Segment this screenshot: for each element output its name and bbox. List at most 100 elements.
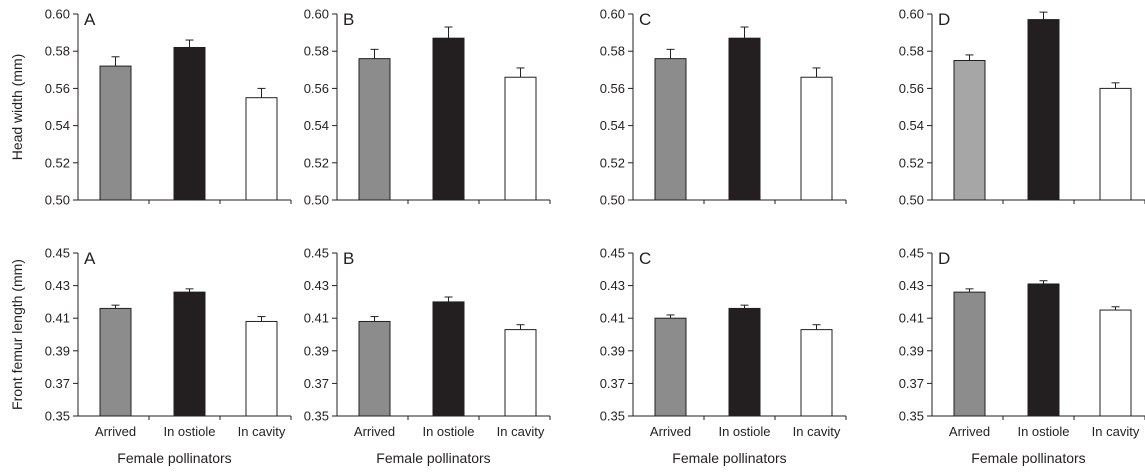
y-tick-label: 0.56: [45, 81, 70, 96]
bar-in-cavity: [1099, 87, 1132, 201]
x-axis-title: Female pollinators: [117, 450, 231, 466]
panel-head-width-A: 0.50 0.52 0.54 0.56 0.58 0.60 A Head width (mm): [9, 7, 292, 208]
y-tick-label: 0.54: [600, 118, 625, 133]
bar-in-cavity: [800, 329, 833, 417]
y-tick-label: 0.35: [304, 409, 329, 424]
category-label: Arrived: [95, 424, 136, 439]
y-tick-label: 0.37: [600, 376, 625, 391]
bar-in-ostiole: [728, 307, 761, 417]
bar-in-ostiole: [1027, 283, 1060, 417]
bar-arrived: [358, 320, 391, 417]
y-tick-label: 0.60: [899, 7, 924, 22]
bar-arrived: [953, 60, 986, 201]
category-label: In cavity: [793, 424, 841, 439]
bar-in-ostiole: [728, 37, 761, 201]
y-tick-label: 0.52: [899, 155, 924, 170]
panel-letter: A: [84, 10, 96, 29]
y-tick-label: 0.45: [45, 246, 70, 261]
bar-arrived: [358, 58, 391, 201]
bar-in-ostiole: [1027, 19, 1060, 201]
category-label: In cavity: [238, 424, 286, 439]
bar-arrived: [654, 317, 687, 417]
x-axis-title: Female pollinators: [376, 450, 490, 466]
y-axis-title: Head width (mm): [9, 54, 25, 161]
y-tick-label: 0.43: [304, 278, 329, 293]
y-tick-label: 0.56: [304, 81, 329, 96]
bar-in-ostiole: [173, 291, 206, 417]
y-tick-label: 0.35: [600, 409, 625, 424]
panel-head-width-B: 0.50 0.52 0.54 0.56 0.58 0.60 B: [304, 7, 551, 208]
y-tick-label: 0.45: [304, 246, 329, 261]
y-tick-label: 0.58: [600, 44, 625, 59]
bar-in-cavity: [245, 97, 278, 201]
panel-letter: D: [938, 249, 950, 268]
panel-letter: A: [84, 249, 96, 268]
y-tick-label: 0.58: [304, 44, 329, 59]
y-tick-label: 0.50: [899, 193, 924, 208]
bar-in-cavity: [245, 320, 278, 417]
category-label: In ostiole: [1017, 424, 1069, 439]
panel-head-width-D: 0.50 0.52 0.54 0.56 0.58 0.60 D: [899, 7, 1145, 208]
y-tick-label: 0.35: [899, 409, 924, 424]
y-tick-label: 0.45: [600, 246, 625, 261]
panel-letter: C: [639, 10, 651, 29]
y-tick-label: 0.52: [304, 155, 329, 170]
category-label: In ostiole: [163, 424, 215, 439]
y-tick-label: 0.45: [899, 246, 924, 261]
x-axis-title: Female pollinators: [672, 450, 786, 466]
y-tick-label: 0.52: [600, 155, 625, 170]
bar-arrived: [99, 307, 132, 417]
y-tick-label: 0.60: [304, 7, 329, 22]
category-label: Arrived: [949, 424, 990, 439]
y-tick-label: 0.56: [899, 81, 924, 96]
y-tick-label: 0.54: [45, 118, 70, 133]
bar-arrived: [99, 65, 132, 201]
y-tick-label: 0.54: [304, 118, 329, 133]
y-tick-label: 0.37: [899, 376, 924, 391]
bar-in-cavity: [800, 76, 833, 201]
panel-front-femur-D: 0.35 0.37 0.39 0.41 0.43 0.45 D Arrived In ostio…: [899, 246, 1145, 466]
bar-in-cavity: [504, 76, 537, 201]
y-tick-label: 0.52: [45, 155, 70, 170]
bar-in-ostiole: [432, 301, 465, 417]
bar-in-ostiole: [173, 46, 206, 201]
bar-arrived: [654, 58, 687, 201]
y-tick-label: 0.58: [45, 44, 70, 59]
y-tick-label: 0.41: [304, 311, 329, 326]
y-tick-label: 0.60: [45, 7, 70, 22]
y-tick-label: 0.39: [899, 343, 924, 358]
y-tick-label: 0.43: [600, 278, 625, 293]
bar-in-cavity: [504, 329, 537, 417]
y-axis-title: Front femur length (mm): [9, 259, 25, 410]
y-tick-label: 0.58: [899, 44, 924, 59]
panel-letter: C: [639, 249, 651, 268]
category-label: In cavity: [497, 424, 545, 439]
category-label: In ostiole: [422, 424, 474, 439]
y-tick-label: 0.43: [45, 278, 70, 293]
category-label: In ostiole: [718, 424, 770, 439]
x-axis-title: Female pollinators: [971, 450, 1085, 466]
y-tick-label: 0.56: [600, 81, 625, 96]
category-label: In cavity: [1092, 424, 1140, 439]
y-tick-label: 0.35: [45, 409, 70, 424]
panel-letter: D: [938, 10, 950, 29]
y-tick-label: 0.60: [600, 7, 625, 22]
category-label: Arrived: [650, 424, 691, 439]
panel-front-femur-C: 0.35 0.37 0.39 0.41 0.43 0.45 C Arrived In ostio…: [600, 246, 847, 466]
y-tick-label: 0.43: [899, 278, 924, 293]
bar-arrived: [953, 291, 986, 417]
bar-in-ostiole: [432, 37, 465, 201]
category-label: Arrived: [354, 424, 395, 439]
y-tick-label: 0.39: [304, 343, 329, 358]
y-tick-label: 0.39: [600, 343, 625, 358]
y-tick-label: 0.41: [600, 311, 625, 326]
y-tick-label: 0.50: [304, 193, 329, 208]
y-tick-label: 0.50: [45, 193, 70, 208]
y-tick-label: 0.37: [45, 376, 70, 391]
y-tick-label: 0.41: [899, 311, 924, 326]
y-tick-label: 0.37: [304, 376, 329, 391]
y-tick-label: 0.54: [899, 118, 924, 133]
panel-front-femur-B: 0.35 0.37 0.39 0.41 0.43 0.45 B Arrived In ostio…: [304, 246, 551, 466]
y-tick-label: 0.50: [600, 193, 625, 208]
